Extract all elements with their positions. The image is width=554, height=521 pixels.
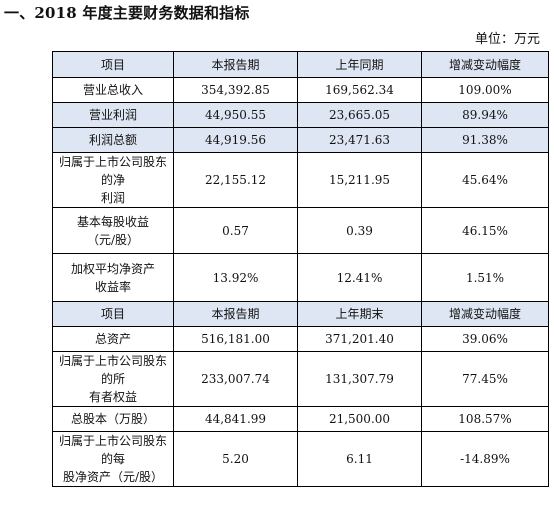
- row-label: 加权平均净资产 收益率: [52, 253, 174, 302]
- row-change: 1.51%: [421, 253, 549, 302]
- header-cell-current: 本报告期: [173, 51, 298, 78]
- table-header-row: 项目 本报告期 上年期末 增减变动幅度: [52, 301, 549, 327]
- row-label-line1: 基本每股收益: [76, 214, 149, 229]
- page-title: 一、2018 年度主要财务数据和指标: [4, 4, 250, 22]
- header-cell-current: 本报告期: [173, 301, 298, 327]
- row-previous: 23,665.05: [297, 102, 422, 128]
- header-cell-change: 增减变动幅度: [421, 51, 549, 78]
- row-change: 91.38%: [421, 127, 549, 153]
- row-label-line2: 有者权益: [88, 390, 137, 404]
- header-cell-item: 项目: [52, 301, 174, 327]
- unit-label: 单位：万元: [474, 32, 540, 47]
- table-row: 营业利润 44,950.55 23,665.05 89.94%: [52, 102, 549, 128]
- row-label-line1: 归属于上市公司股东的所: [58, 354, 167, 386]
- table-row: 加权平均净资产 收益率 13.92% 12.41% 1.51%: [52, 253, 549, 302]
- row-current: 0.57: [173, 207, 298, 254]
- row-previous: 169,562.34: [297, 77, 422, 103]
- header-cell-previous: 上年同期: [297, 51, 422, 78]
- row-previous: 21,500.00: [297, 406, 422, 432]
- row-change: 46.15%: [421, 207, 549, 254]
- table-header-row: 项目 本报告期 上年同期 增减变动幅度: [52, 51, 549, 78]
- row-change: 77.45%: [421, 351, 549, 407]
- row-label: 营业利润: [52, 102, 174, 128]
- row-change: 45.64%: [421, 152, 549, 208]
- table-row: 基本每股收益 （元/股） 0.57 0.39 46.15%: [52, 207, 549, 254]
- row-label-line2: （元/股）: [86, 232, 140, 247]
- financial-data-table: 项目 本报告期 上年同期 增减变动幅度 营业总收入 354,392.85 169…: [52, 51, 549, 487]
- row-label-line1: 归属于上市公司股东的每: [58, 434, 167, 466]
- table-row: 归属于上市公司股东的净利润 22,155.12 15,211.95 45.64%: [52, 152, 549, 208]
- row-change: 89.94%: [421, 102, 549, 128]
- row-change: 108.57%: [421, 406, 549, 432]
- row-previous: 0.39: [297, 207, 422, 254]
- row-label: 归属于上市公司股东的每股净资产（元/股）: [52, 431, 174, 487]
- row-label-line2: 收益率: [94, 279, 131, 294]
- row-change: 39.06%: [421, 326, 549, 352]
- table-row: 总股本（万股） 44,841.99 21,500.00 108.57%: [52, 406, 549, 432]
- row-current: 44,950.55: [173, 102, 298, 128]
- row-label-line1: 加权平均净资产: [70, 261, 155, 276]
- row-current: 44,919.56: [173, 127, 298, 153]
- row-change: -14.89%: [421, 431, 549, 487]
- row-label-line2: 股净资产（元/股）: [62, 470, 164, 484]
- row-previous: 371,201.40: [297, 326, 422, 352]
- row-label: 总股本（万股）: [52, 406, 174, 432]
- row-current: 516,181.00: [173, 326, 298, 352]
- row-previous: 12.41%: [297, 253, 422, 302]
- row-previous: 131,307.79: [297, 351, 422, 407]
- row-label-line1: 归属于上市公司股东的净: [58, 155, 167, 187]
- row-label: 总资产: [52, 326, 174, 352]
- row-current: 13.92%: [173, 253, 298, 302]
- row-label: 归属于上市公司股东的净利润: [52, 152, 174, 208]
- row-label-line2: 利润: [100, 191, 125, 205]
- row-label: 营业总收入: [52, 77, 174, 103]
- header-cell-item: 项目: [52, 51, 174, 78]
- table-row: 归属于上市公司股东的所有者权益 233,007.74 131,307.79 77…: [52, 351, 549, 407]
- table-row: 利润总额 44,919.56 23,471.63 91.38%: [52, 127, 549, 153]
- row-current: 22,155.12: [173, 152, 298, 208]
- row-change: 109.00%: [421, 77, 549, 103]
- row-label: 归属于上市公司股东的所有者权益: [52, 351, 174, 407]
- row-previous: 15,211.95: [297, 152, 422, 208]
- header-cell-previous: 上年期末: [297, 301, 422, 327]
- row-current: 44,841.99: [173, 406, 298, 432]
- row-previous: 6.11: [297, 431, 422, 487]
- row-current: 5.20: [173, 431, 298, 487]
- header-cell-change: 增减变动幅度: [421, 301, 549, 327]
- row-label: 基本每股收益 （元/股）: [52, 207, 174, 254]
- row-previous: 23,471.63: [297, 127, 422, 153]
- row-label: 利润总额: [52, 127, 174, 153]
- table-row: 总资产 516,181.00 371,201.40 39.06%: [52, 326, 549, 352]
- table-row: 营业总收入 354,392.85 169,562.34 109.00%: [52, 77, 549, 103]
- row-current: 233,007.74: [173, 351, 298, 407]
- table-row: 归属于上市公司股东的每股净资产（元/股） 5.20 6.11 -14.89%: [52, 431, 549, 487]
- row-current: 354,392.85: [173, 77, 298, 103]
